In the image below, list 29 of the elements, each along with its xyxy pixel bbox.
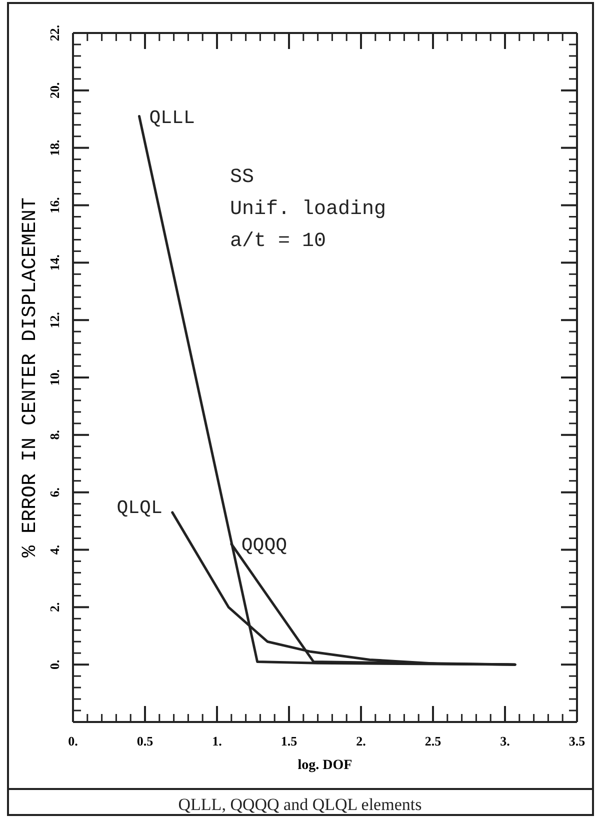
annotation: Unif. loading xyxy=(230,198,386,221)
y-tick-label: 14. xyxy=(47,254,62,271)
x-tick-label: 0.5 xyxy=(136,734,154,748)
x-tick-label: 0. xyxy=(68,734,78,748)
x-axis-title: log. DOF xyxy=(298,758,352,773)
y-axis-title: % ERROR IN CENTER DISPLACEMENT xyxy=(19,197,42,558)
x-tick-label: 3.5 xyxy=(568,734,586,748)
series-label: QLLL xyxy=(149,106,195,129)
y-tick-label: 6. xyxy=(47,487,62,498)
series-label: QLQL xyxy=(116,497,162,520)
y-tick-label: 0. xyxy=(47,660,62,670)
x-tick-label: 3. xyxy=(500,734,510,748)
y-tick-label: 2. xyxy=(47,602,62,612)
y-tick-label: 20. xyxy=(47,82,62,99)
y-tick-label: 16. xyxy=(47,197,62,214)
x-tick-label: 1. xyxy=(212,734,222,748)
annotation: SS xyxy=(230,166,254,189)
x-tick-label: 2. xyxy=(356,734,366,748)
y-tick-label: 10. xyxy=(47,369,62,386)
y-tick-label: 12. xyxy=(47,312,62,328)
y-tick-label: 22. xyxy=(47,24,62,42)
y-tick-label: 18. xyxy=(47,140,62,156)
x-tick-label: 1.5 xyxy=(280,734,298,748)
annotation: a/t = 10 xyxy=(230,230,326,253)
series-label: QQQQ xyxy=(241,534,288,557)
y-tick-label: 4. xyxy=(47,544,62,555)
y-tick-label: 8. xyxy=(47,430,62,440)
text: QLLL, QQQQ and QLQL elements xyxy=(178,795,422,814)
x-tick-label: 2.5 xyxy=(424,734,442,748)
